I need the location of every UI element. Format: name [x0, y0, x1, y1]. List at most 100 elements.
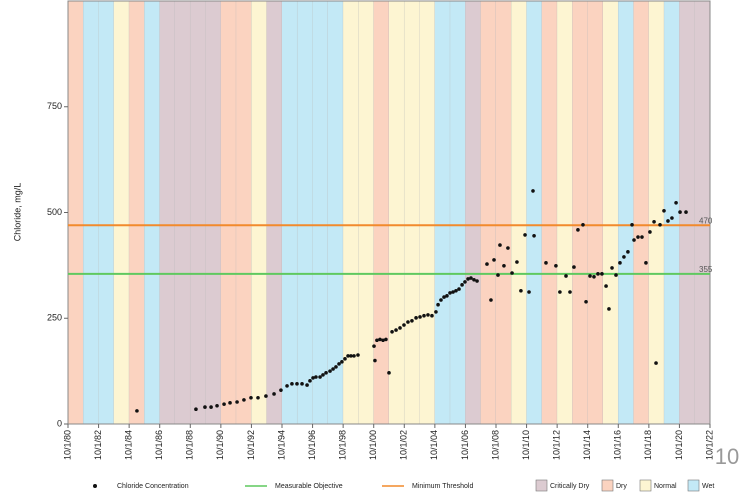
- year-band: [190, 1, 206, 424]
- legend-swatch: [535, 479, 548, 492]
- data-point: [378, 337, 382, 342]
- year-band: [618, 1, 634, 424]
- year-band: [465, 1, 481, 424]
- year-band: [480, 1, 496, 424]
- data-point: [331, 367, 335, 371]
- data-point: [422, 313, 426, 318]
- y-tick-label: 500: [47, 207, 62, 217]
- year-band: [572, 1, 588, 424]
- data-point: [305, 383, 309, 387]
- legend-swatch: [639, 479, 652, 492]
- year-band: [129, 1, 145, 424]
- data-point: [632, 238, 636, 242]
- data-point: [135, 409, 139, 413]
- data-point: [426, 313, 430, 317]
- x-tick-label: 10/1/82: [93, 430, 103, 460]
- data-point: [581, 222, 585, 227]
- data-point: [445, 294, 449, 298]
- data-point: [314, 375, 318, 379]
- x-tick-label: 10/1/04: [429, 430, 439, 460]
- year-band: [526, 1, 542, 424]
- data-point: [381, 338, 385, 343]
- data-point: [242, 398, 246, 402]
- data-point: [394, 328, 398, 332]
- data-point: [472, 277, 476, 282]
- data-point: [328, 369, 332, 373]
- x-tick-label: 10/1/90: [215, 430, 225, 460]
- data-point: [454, 288, 458, 293]
- data-point: [636, 235, 640, 239]
- x-tick-label: 10/1/92: [246, 430, 256, 460]
- data-point: [658, 222, 662, 227]
- data-point: [576, 228, 580, 232]
- year-band: [113, 1, 130, 424]
- data-point: [523, 233, 527, 237]
- data-point: [337, 362, 341, 366]
- data-point: [406, 320, 410, 324]
- year-band: [175, 1, 191, 424]
- y-axis-label: Chloride, mg/L: [12, 183, 22, 242]
- data-point: [648, 230, 652, 234]
- data-point: [532, 233, 536, 238]
- year-band: [220, 1, 237, 424]
- legend-marker: [93, 484, 97, 488]
- year-band: [343, 1, 359, 424]
- x-tick-label: 10/1/12: [552, 430, 562, 460]
- data-point: [618, 261, 622, 265]
- data-point: [290, 382, 294, 386]
- data-point: [492, 258, 496, 262]
- year-band: [603, 1, 619, 424]
- data-point: [448, 291, 452, 295]
- data-point: [439, 298, 443, 302]
- data-point: [654, 361, 658, 365]
- year-band: [98, 1, 114, 424]
- year-band: [587, 1, 603, 424]
- x-tick-label: 10/1/16: [613, 430, 623, 460]
- legend-label: Dry: [616, 483, 627, 490]
- year-band: [557, 1, 573, 424]
- x-tick-label: 10/1/22: [704, 430, 714, 460]
- data-point: [460, 283, 464, 287]
- data-point: [375, 338, 379, 343]
- data-point: [418, 315, 422, 319]
- x-tick-label: 10/1/96: [307, 430, 317, 460]
- data-point: [684, 210, 688, 214]
- year-band: [389, 1, 405, 424]
- data-point: [228, 401, 232, 405]
- year-band: [373, 1, 389, 424]
- data-point: [442, 295, 446, 299]
- data-point: [519, 288, 523, 293]
- x-tick-label: 10/1/10: [521, 430, 531, 460]
- data-point: [349, 354, 353, 358]
- legend-swatch: [601, 479, 614, 492]
- data-point: [334, 365, 338, 369]
- data-point: [640, 235, 644, 239]
- data-point: [502, 263, 506, 268]
- data-point: [203, 405, 207, 409]
- data-point: [568, 290, 572, 294]
- data-point: [604, 284, 608, 288]
- year-band: [297, 1, 313, 424]
- x-tick-label: 10/1/88: [185, 430, 195, 460]
- data-point: [373, 358, 377, 363]
- data-point: [451, 290, 455, 294]
- data-point: [489, 298, 493, 302]
- x-tick-label: 10/1/98: [338, 430, 348, 460]
- x-tick-label: 10/1/94: [276, 430, 286, 460]
- year-band: [694, 1, 710, 424]
- year-band: [327, 1, 344, 424]
- year-band: [419, 1, 435, 424]
- data-point: [346, 354, 350, 358]
- data-point: [475, 279, 479, 283]
- year-band: [358, 1, 374, 424]
- data-point: [235, 400, 239, 404]
- year-band: [450, 1, 466, 424]
- data-point: [531, 189, 535, 193]
- data-point: [279, 388, 283, 392]
- data-point: [600, 272, 604, 276]
- year-band: [266, 1, 282, 424]
- year-band: [205, 1, 221, 424]
- x-tick-label: 10/1/86: [154, 430, 164, 460]
- x-tick-label: 10/1/06: [460, 430, 470, 460]
